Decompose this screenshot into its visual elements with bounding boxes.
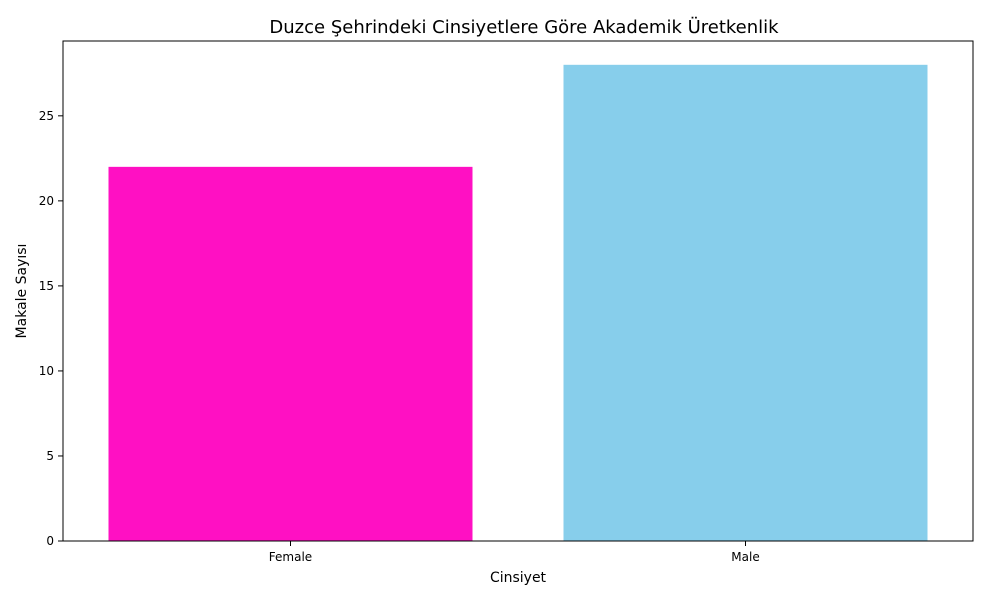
x-axis: Female Male <box>269 541 760 564</box>
bars-group <box>108 64 928 542</box>
chart-title: Duzce Şehrindeki Cinsiyetlere Göre Akade… <box>269 16 779 38</box>
y-tick-label: 10 <box>39 364 54 378</box>
x-axis-label: Cinsiyet <box>490 570 547 586</box>
y-tick-label: 20 <box>39 194 54 208</box>
bar-male <box>563 64 928 542</box>
y-tick-label: 0 <box>46 534 54 548</box>
y-tick-label: 5 <box>46 449 54 463</box>
bar-female <box>108 166 473 541</box>
y-tick-label: 25 <box>39 109 54 123</box>
plot-frame <box>62 40 974 542</box>
y-axis-label: Makale Sayısı <box>14 244 30 339</box>
x-tick-label: Female <box>269 550 312 564</box>
y-tick-label: 15 <box>39 279 54 293</box>
x-tick-label: Male <box>731 550 759 564</box>
y-axis: 0 5 10 15 20 25 <box>39 109 63 548</box>
